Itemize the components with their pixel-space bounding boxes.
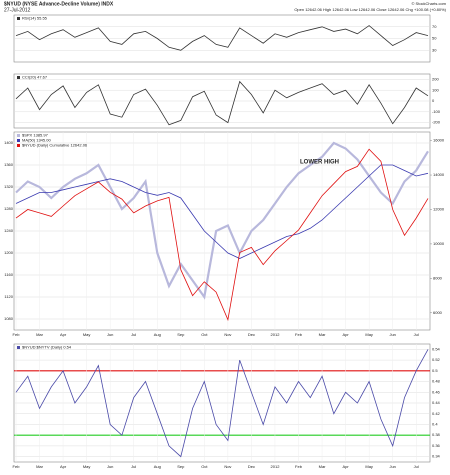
y-tick-label: 0.38: [432, 432, 441, 437]
x-tick-label: Jun: [389, 332, 395, 337]
x-tick-label: Mar: [36, 332, 44, 337]
x-tick-label: 2012: [271, 332, 281, 337]
y-tick-label: -200: [432, 120, 441, 125]
y-tick-label: 1360: [4, 162, 14, 167]
x-tick-label: 2012: [271, 464, 281, 469]
x-tick-label: Oct: [201, 332, 208, 337]
y-tick-label: 100: [432, 87, 439, 92]
x-tick-label: Apr: [60, 332, 67, 337]
y2-tick-label: 16000: [433, 138, 445, 143]
x-tick-label: Nov: [224, 464, 231, 469]
x-tick-label: Feb: [13, 464, 21, 469]
y-tick-label: 0.52: [432, 357, 441, 362]
series-line: [15, 80, 429, 126]
x-tick-label: Jun: [389, 464, 395, 469]
y2-tick-label: 8000: [433, 275, 443, 280]
y2-tick-label: 6000: [433, 310, 443, 315]
x-tick-label: Sep: [177, 464, 185, 469]
x-tick-label: Mar: [319, 464, 327, 469]
y-tick-label: 1320: [4, 184, 14, 189]
series-line: [15, 148, 429, 322]
x-tick-label: Jul: [131, 464, 136, 469]
y-tick-label: 0.4: [432, 422, 438, 427]
watermark: © StockCharts.com: [411, 1, 446, 6]
legend-swatch: [17, 346, 20, 349]
y-tick-label: 0.5: [432, 368, 438, 373]
x-tick-label: Feb: [295, 332, 303, 337]
y-tick-label: 1160: [4, 272, 13, 277]
x-tick-label: Nov: [224, 332, 231, 337]
y2-tick-label: 10000: [433, 241, 445, 246]
x-tick-label: Aug: [154, 464, 161, 469]
x-tick-label: Aug: [154, 332, 161, 337]
x-tick-label: Mar: [36, 464, 44, 469]
y-tick-label: 0.34: [432, 454, 441, 459]
x-tick-label: Jun: [107, 464, 113, 469]
x-tick-label: Dec: [248, 332, 255, 337]
y-tick-label: 1200: [4, 250, 14, 255]
y-tick-label: 0.44: [432, 400, 441, 405]
series-line: [15, 164, 429, 259]
x-tick-label: Apr: [60, 464, 67, 469]
legend-swatch: [17, 17, 20, 20]
legend-swatch: [17, 139, 20, 142]
y-tick-label: 0.48: [432, 379, 441, 384]
y-tick-label: 1080: [4, 316, 14, 321]
date: 27-Jul-2012: [4, 7, 31, 13]
y-tick-label: 1400: [4, 140, 14, 145]
x-tick-label: Jul: [414, 332, 419, 337]
y-tick-label: 0.54: [432, 346, 441, 351]
x-tick-label: May: [83, 464, 91, 469]
x-tick-label: May: [83, 332, 91, 337]
y-tick-label: 0.46: [432, 389, 441, 394]
y2-tick-label: 14000: [433, 172, 445, 177]
legend-label: $NYUD (Daily) Cumulative 12642.06: [22, 143, 88, 148]
y-tick-label: 0: [432, 98, 435, 103]
y-tick-label: 30: [432, 47, 437, 52]
y-tick-label: 200: [432, 76, 439, 81]
x-tick-label: Jul: [414, 464, 419, 469]
y-tick-label: 70: [432, 24, 437, 29]
legend-label: RSI(14) 55.55: [22, 16, 48, 21]
y-tick-label: 1120: [4, 294, 13, 299]
x-tick-label: Feb: [13, 332, 21, 337]
legend-label: CCI(20) 47.67: [22, 75, 48, 80]
x-tick-label: Apr: [342, 332, 349, 337]
y2-tick-label: 12000: [433, 207, 445, 212]
x-tick-label: Oct: [201, 464, 208, 469]
x-tick-label: Mar: [319, 332, 327, 337]
y-tick-label: -100: [432, 109, 441, 114]
x-tick-label: May: [365, 332, 373, 337]
y-tick-label: 0.36: [432, 443, 441, 448]
x-tick-label: Jun: [107, 332, 113, 337]
x-tick-label: Dec: [248, 464, 255, 469]
legend-label: MA(50) 1345.00: [22, 138, 51, 143]
series-line: [15, 141, 429, 300]
legend-swatch: [17, 134, 20, 137]
x-tick-label: Jul: [131, 332, 136, 337]
x-tick-label: May: [365, 464, 373, 469]
legend-label: $NYUD:$NYTV (Daily) 0.54: [22, 345, 72, 350]
legend-label: $SPX 1385.97: [22, 133, 49, 138]
y-tick-label: 1240: [4, 228, 14, 233]
x-tick-label: Sep: [177, 332, 185, 337]
legend-swatch: [17, 144, 20, 147]
series-line: [15, 25, 429, 51]
y-tick-label: 0.42: [432, 411, 441, 416]
legend-swatch: [17, 76, 20, 79]
y-tick-label: 1280: [4, 206, 14, 211]
quote: Open 12642.06 High 12642.06 Low 12642.06…: [294, 7, 446, 12]
symbol-line: $NYUD (NYSE Advance-Decline Volume) INDX: [4, 1, 114, 7]
x-tick-label: Apr: [342, 464, 349, 469]
y-tick-label: 50: [432, 36, 437, 41]
x-tick-label: Feb: [295, 464, 303, 469]
annotation: LOWER HIGH: [300, 160, 339, 166]
series-line: [15, 349, 429, 458]
